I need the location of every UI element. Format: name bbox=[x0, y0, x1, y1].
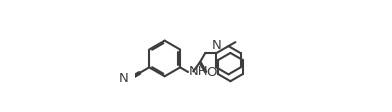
Text: NH: NH bbox=[189, 66, 208, 79]
Text: O: O bbox=[207, 66, 217, 79]
Text: N: N bbox=[211, 39, 221, 52]
Text: N: N bbox=[118, 72, 128, 85]
